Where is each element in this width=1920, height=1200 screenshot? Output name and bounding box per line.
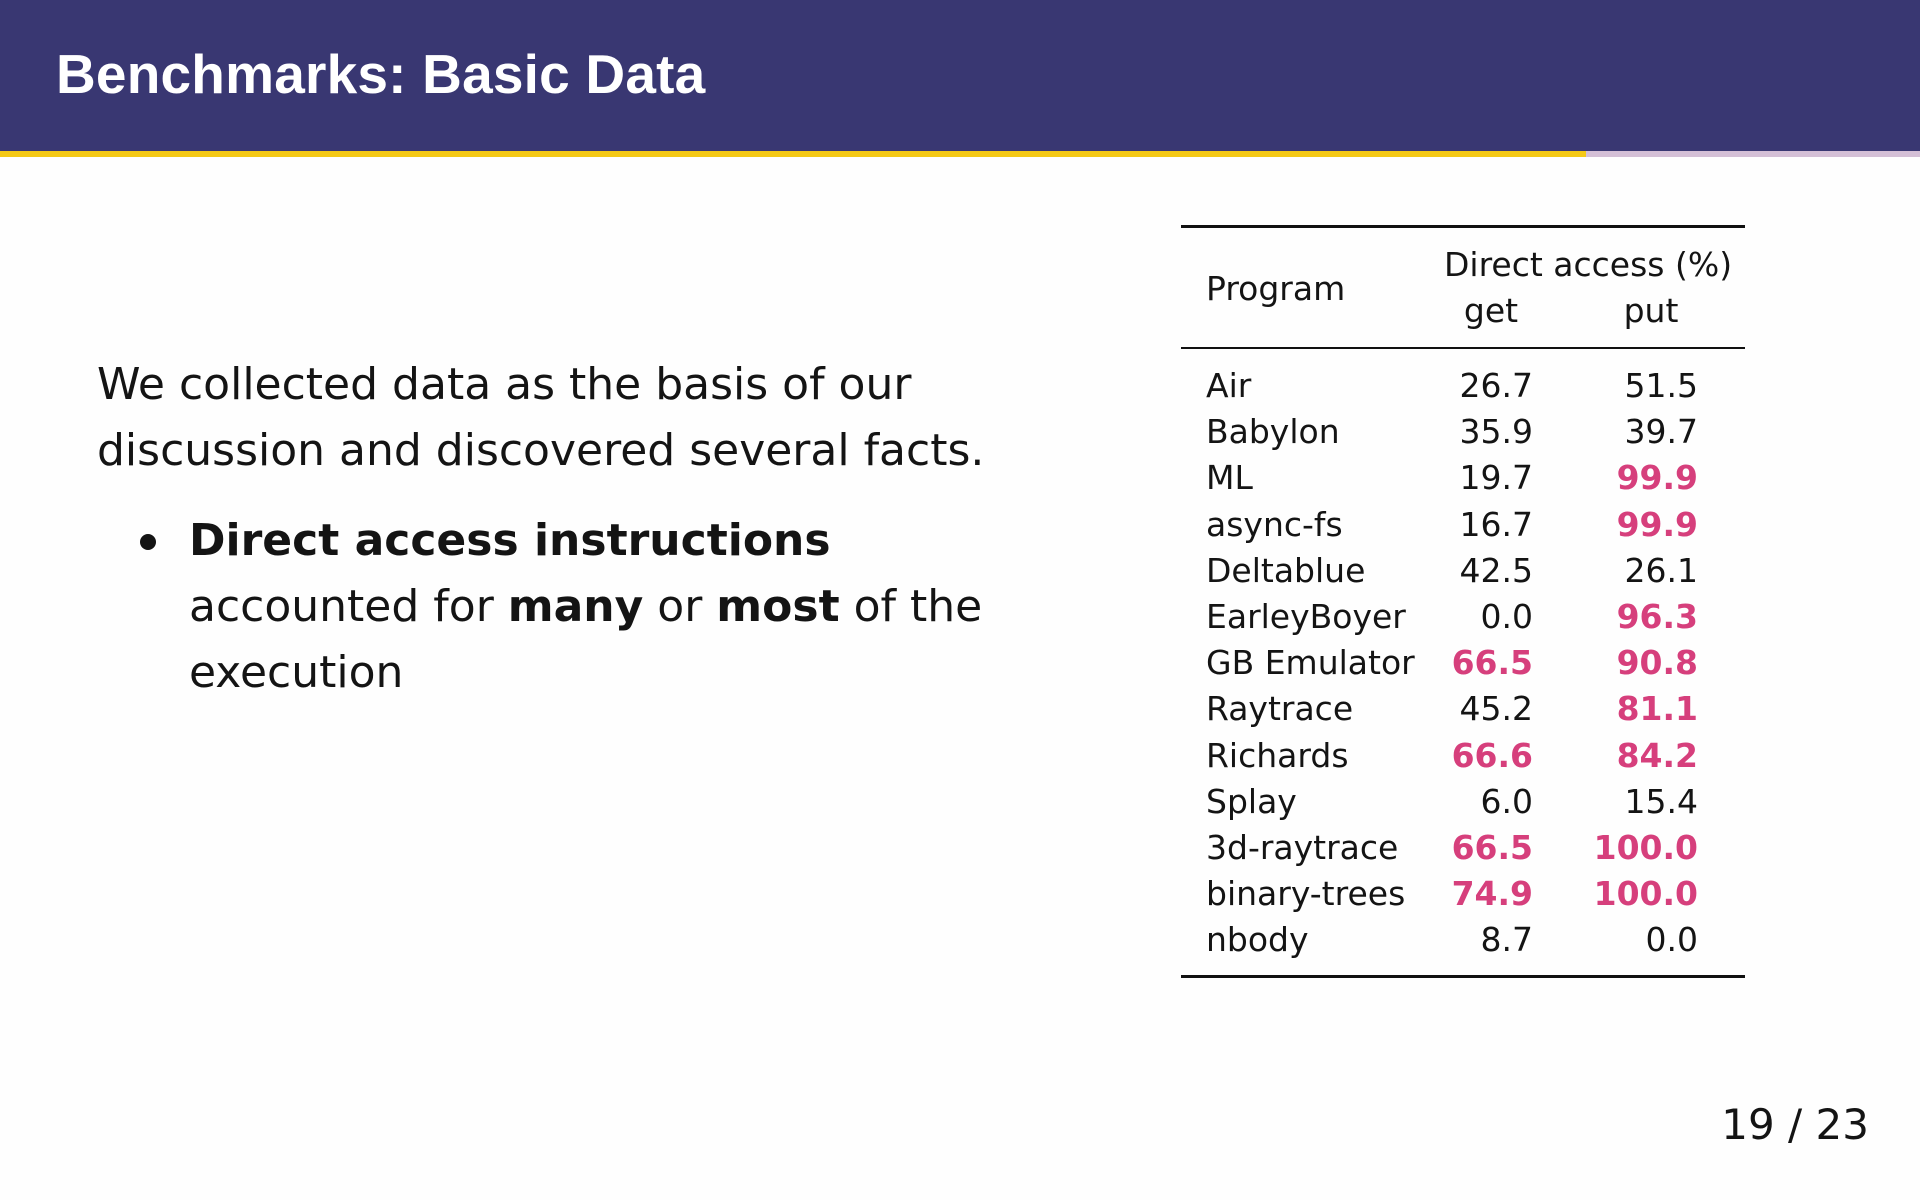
cell-program: Deltablue xyxy=(1206,550,1366,590)
cell-program: Richards xyxy=(1206,735,1349,775)
table-row: 3d-raytrace 66.5 100.0 xyxy=(1181,825,1745,871)
bullet-text-accounted: accounted for xyxy=(189,581,508,632)
table-row: GB Emulator 66.5 90.8 xyxy=(1181,640,1745,686)
cell-get: 66.5 xyxy=(1451,643,1533,683)
cell-program: binary-trees xyxy=(1206,874,1406,914)
table-body: Air 26.7 51.5 Babylon 35.9 39.7 ML 19.7 99.9 asyn… xyxy=(1181,363,1745,963)
table-header-rule xyxy=(1181,347,1745,349)
column-header-put: put xyxy=(1623,291,1679,330)
cell-get: 0.0 xyxy=(1480,596,1533,636)
cell-program: ML xyxy=(1206,458,1253,498)
bullet-text-or: or xyxy=(643,581,717,632)
table-top-rule xyxy=(1181,225,1745,228)
cell-put: 96.3 xyxy=(1616,596,1698,636)
column-header-program: Program xyxy=(1206,269,1346,308)
cell-program: GB Emulator xyxy=(1206,643,1415,683)
cell-get: 6.0 xyxy=(1480,781,1533,821)
cell-put: 26.1 xyxy=(1624,550,1698,590)
cell-get: 19.7 xyxy=(1459,458,1533,498)
cell-put: 99.9 xyxy=(1616,504,1698,544)
table-row: Babylon 35.9 39.7 xyxy=(1181,409,1745,455)
table-row: binary-trees 74.9 100.0 xyxy=(1181,871,1745,917)
cell-put: 100.0 xyxy=(1593,874,1698,914)
column-header-get: get xyxy=(1463,291,1519,330)
cell-get: 66.6 xyxy=(1451,735,1533,775)
cell-put: 15.4 xyxy=(1624,781,1698,821)
cell-program: Raytrace xyxy=(1206,689,1354,729)
slide-title: Benchmarks: Basic Data xyxy=(56,43,706,105)
cell-put: 39.7 xyxy=(1624,412,1698,452)
cell-program: nbody xyxy=(1206,920,1309,960)
cell-put: 99.9 xyxy=(1616,458,1698,498)
cell-program: Splay xyxy=(1206,781,1297,821)
cell-put: 0.0 xyxy=(1645,920,1698,960)
cell-get: 35.9 xyxy=(1459,412,1533,452)
cell-program: 3d-raytrace xyxy=(1206,827,1399,867)
page-number: 19 / 23 xyxy=(1721,1100,1869,1149)
cell-get: 8.7 xyxy=(1480,920,1533,960)
table-row: Richards 66.6 84.2 xyxy=(1181,733,1745,779)
table-bottom-rule xyxy=(1181,975,1745,978)
bullet-bold-most: most xyxy=(716,581,840,632)
cell-get: 16.7 xyxy=(1459,504,1533,544)
table-row: ML 19.7 99.9 xyxy=(1181,455,1745,501)
bullet-text: Direct access instructions accounted for… xyxy=(189,508,1039,706)
cell-get: 26.7 xyxy=(1459,366,1533,405)
bullet-dot-icon xyxy=(140,534,156,550)
table-row: nbody 8.7 0.0 xyxy=(1181,917,1745,963)
intro-paragraph: We collected data as the basis of our di… xyxy=(97,359,985,476)
cell-program: async-fs xyxy=(1206,504,1343,544)
column-group-header-direct-access: Direct access (%) xyxy=(1444,245,1733,284)
bullet-bold-direct-access: Direct access instructions xyxy=(189,515,831,566)
slide-header: Benchmarks: Basic Data xyxy=(0,0,1920,151)
table-row: Splay 6.0 15.4 xyxy=(1181,779,1745,825)
cell-put: 81.1 xyxy=(1616,689,1698,729)
table-row: Raytrace 45.2 81.1 xyxy=(1181,686,1745,732)
cell-get: 42.5 xyxy=(1459,550,1533,590)
cell-program: Babylon xyxy=(1206,412,1340,452)
table-row: Air 26.7 51.5 xyxy=(1181,363,1745,409)
slide-progress-bar xyxy=(0,151,1920,157)
slide-progress-fill xyxy=(0,151,1586,157)
table-row: Deltablue 42.5 26.1 xyxy=(1181,548,1745,594)
cell-put: 51.5 xyxy=(1624,366,1698,405)
cell-put: 84.2 xyxy=(1616,735,1698,775)
cell-program: Air xyxy=(1206,366,1252,405)
cell-program: EarleyBoyer xyxy=(1206,596,1406,636)
bullet-bold-many: many xyxy=(507,581,644,632)
cell-put: 100.0 xyxy=(1593,827,1698,867)
cell-get: 66.5 xyxy=(1451,827,1533,867)
cell-put: 90.8 xyxy=(1616,643,1698,683)
table-row: async-fs 16.7 99.9 xyxy=(1181,502,1745,548)
cell-get: 45.2 xyxy=(1459,689,1533,729)
bullet-text-execution: of the execution xyxy=(189,581,983,698)
cell-get: 74.9 xyxy=(1451,874,1533,914)
table-row: EarleyBoyer 0.0 96.3 xyxy=(1181,594,1745,640)
